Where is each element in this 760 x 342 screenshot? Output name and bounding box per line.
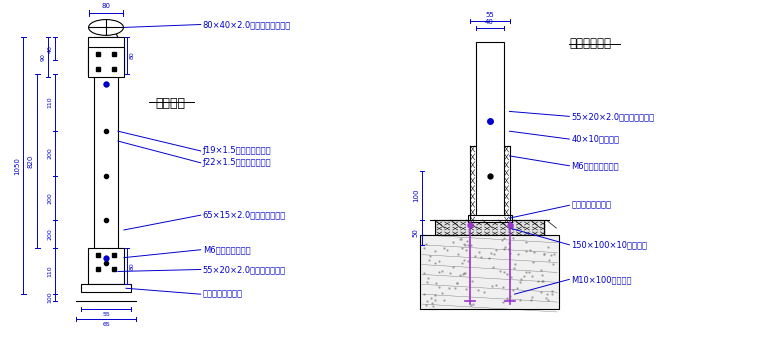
Text: 80×40×2.0拉丝不锈钐椭圆管: 80×40×2.0拉丝不锈钐椭圆管 — [203, 20, 291, 29]
Text: 80: 80 — [130, 52, 135, 60]
Text: 200: 200 — [47, 147, 52, 159]
Text: 55: 55 — [485, 12, 494, 17]
Text: M6不锈钐沉头螺丝: M6不锈钐沉头螺丝 — [203, 245, 250, 254]
Text: 55: 55 — [102, 312, 110, 317]
Text: 侧立面图: 侧立面图 — [156, 96, 185, 110]
Text: 90: 90 — [40, 53, 46, 61]
Text: 1050: 1050 — [14, 157, 20, 175]
Text: 55×20×2.0拉丝不锈钐方管: 55×20×2.0拉丝不锈钐方管 — [203, 265, 286, 274]
Text: 100: 100 — [47, 292, 52, 303]
Text: M10×100膨胀螺丝: M10×100膨胀螺丝 — [572, 275, 632, 284]
Bar — [88, 37, 124, 74]
Text: 预埋钢板详图: 预埋钢板详图 — [569, 37, 611, 50]
Bar — [476, 42, 504, 220]
Text: 拉丝不锈钐装饰盖: 拉丝不锈钐装饰盖 — [572, 201, 611, 210]
Text: 110: 110 — [47, 97, 52, 108]
Text: ƒ22×1.5拉丝不锈钐套管: ƒ22×1.5拉丝不锈钐套管 — [203, 158, 271, 167]
Text: 50: 50 — [413, 228, 419, 237]
Text: 150×100×10预埋钐板: 150×100×10预埋钐板 — [572, 240, 648, 249]
Bar — [467, 215, 511, 222]
Text: 200: 200 — [47, 192, 52, 204]
Bar — [88, 47, 124, 77]
Text: ƒ19×1.5拉丝不锈钐圆管: ƒ19×1.5拉丝不锈钐圆管 — [203, 146, 271, 156]
Text: 110: 110 — [47, 265, 52, 277]
Text: 200: 200 — [47, 228, 52, 240]
Ellipse shape — [89, 19, 123, 35]
Bar — [420, 235, 559, 309]
Bar — [81, 284, 131, 292]
Bar — [435, 220, 544, 235]
Text: 40×10镀锌钐板: 40×10镀锌钐板 — [572, 135, 619, 144]
Bar — [94, 37, 118, 284]
Text: 拉丝不锈钐装饰盖: 拉丝不锈钐装饰盖 — [203, 290, 242, 299]
Text: 820: 820 — [28, 154, 33, 168]
Text: 65×15×2.0拉丝不锈钐方管: 65×15×2.0拉丝不锈钐方管 — [203, 211, 286, 220]
Text: 55×20×2.0拉丝不锈钐方管: 55×20×2.0拉丝不锈钐方管 — [572, 112, 654, 121]
Text: 80: 80 — [130, 262, 135, 270]
Text: 100: 100 — [413, 189, 419, 202]
Text: 65: 65 — [102, 322, 110, 327]
Text: 80: 80 — [102, 3, 110, 9]
Text: M6不锈钐沉头螺丝: M6不锈钐沉头螺丝 — [572, 161, 619, 170]
Bar — [88, 248, 124, 284]
Text: 40: 40 — [485, 19, 494, 26]
Text: 40: 40 — [47, 45, 52, 53]
